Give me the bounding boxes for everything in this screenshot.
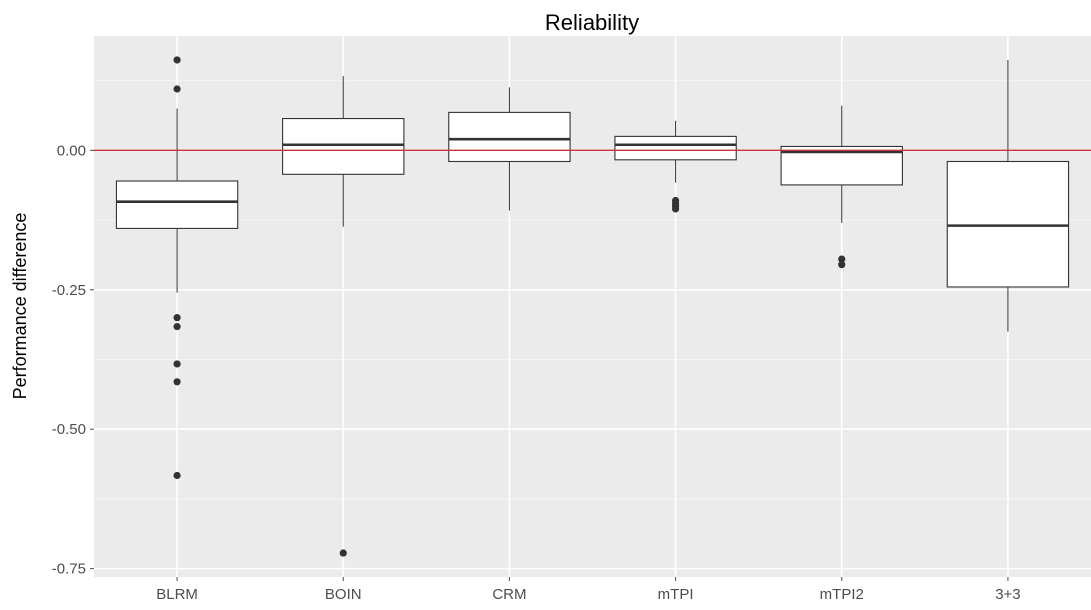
x-axis-ticks: BLRM BOIN CRM mTPI mTPI2 3+3 [156,577,1021,603]
box-iqr [946,160,1070,288]
box-CRM [448,87,571,211]
x-tick-label: BOIN [325,586,362,603]
outlier-point [173,471,181,480]
outlier-point [173,56,181,64]
box-iqr [448,111,571,163]
outlier-point [173,322,181,331]
y-tick-label: -0.75 [52,561,86,578]
grid-minor [94,80,1091,500]
x-tick-label: BLRM [156,586,198,603]
outlier-point [838,261,846,269]
x-tick-label: mTPI2 [820,586,864,603]
box-mTPI2 [780,105,903,269]
y-axis-title: Performance difference [10,213,30,400]
outlier-point [838,255,846,263]
box-iqr [115,180,239,229]
chart-title: Reliability [545,10,639,35]
box-BOIN [282,76,405,557]
outlier-point [173,85,181,93]
y-tick-label: -0.50 [52,421,86,438]
box-iqr [614,135,737,161]
outlier-point [173,378,181,386]
x-tick-label: CRM [492,586,526,603]
y-tick-label: -0.25 [52,282,86,299]
outlier-point [671,205,680,213]
outlier-point [173,360,181,368]
boxplot-series [115,56,1070,557]
plot-panel [94,36,1091,577]
box-3+3 [946,59,1070,332]
outlier-point [173,314,181,322]
y-tick-label: 0.00 [57,142,86,159]
y-axis-ticks: 0.00 -0.25 -0.50 -0.75 [52,142,94,578]
box-BLRM [115,56,239,480]
x-tick-label: 3+3 [995,586,1020,603]
box-mTPI [614,120,737,213]
box-iqr [282,117,405,175]
outlier-point [339,549,347,557]
x-tick-label: mTPI [658,586,694,603]
